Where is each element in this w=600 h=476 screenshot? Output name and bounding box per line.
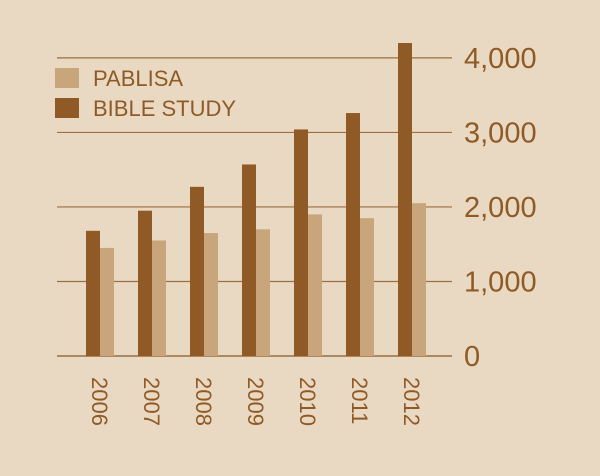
- x-tick-label: 2012: [399, 377, 424, 426]
- bar-bible-study-2012: [398, 43, 412, 356]
- bar-bible-study-2009: [242, 164, 256, 356]
- bar-pablisa-2008: [204, 233, 218, 356]
- bar-pablisa-2009: [256, 229, 270, 356]
- bar-bible-study-2008: [190, 186, 204, 356]
- bar-bible-study-2011: [346, 113, 360, 356]
- legend-swatch-bible-study: [55, 98, 79, 118]
- bar-pablisa-2006: [100, 247, 114, 356]
- y-tick-label: 3,000: [464, 117, 537, 149]
- x-axis: 2006 2007 2008 2009 2010 2011 2012: [87, 377, 424, 426]
- bars: [86, 43, 426, 356]
- bar-pablisa-2010: [308, 214, 322, 356]
- x-tick-label: 2008: [191, 377, 216, 426]
- legend: PABLISA BIBLE STUDY: [55, 66, 236, 121]
- x-tick-label: 2007: [139, 377, 164, 426]
- bar-bible-study-2007: [138, 210, 152, 356]
- y-tick-label: 1,000: [464, 266, 537, 298]
- y-tick-label: 2,000: [464, 192, 537, 224]
- bar-bible-study-2006: [86, 230, 100, 356]
- x-tick-label: 2009: [243, 377, 268, 426]
- bar-pablisa-2007: [152, 240, 166, 356]
- y-axis: 0 1,000 2,000 3,000 4,000: [464, 43, 537, 373]
- bar-pablisa-2011: [360, 218, 374, 356]
- legend-label-pablisa: PABLISA: [93, 66, 183, 91]
- y-tick-label: 4,000: [464, 43, 537, 75]
- y-tick-label: 0: [464, 341, 480, 373]
- bar-pablisa-2012: [412, 203, 426, 356]
- x-tick-label: 2011: [347, 377, 372, 424]
- legend-label-bible-study: BIBLE STUDY: [93, 96, 236, 121]
- bar-bible-study-2010: [294, 129, 308, 356]
- x-tick-label: 2010: [295, 377, 320, 426]
- x-tick-label: 2006: [87, 377, 112, 426]
- legend-swatch-pablisa: [55, 68, 79, 88]
